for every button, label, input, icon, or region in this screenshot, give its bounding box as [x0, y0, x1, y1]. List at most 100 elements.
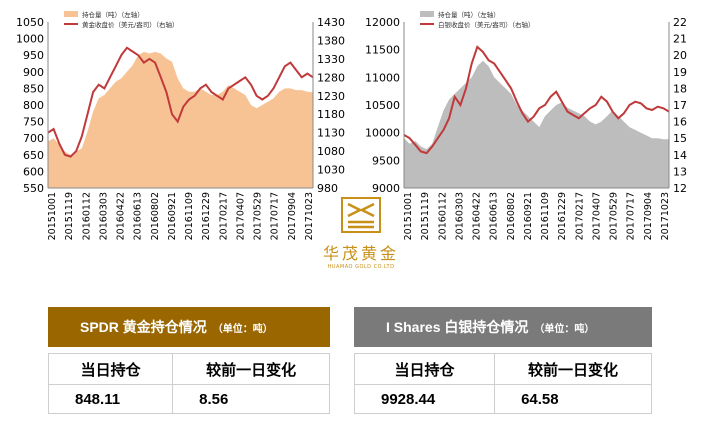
x-tick-label: 20151119: [64, 192, 75, 240]
x-tick-label: 20151119: [420, 192, 431, 240]
x-tick-label: 20161109: [184, 192, 195, 240]
gold-panel-title-text: SPDR 黄金持仓情况: [80, 319, 207, 335]
x-tick-label: 20170407: [236, 192, 247, 240]
x-tick-label: 20160613: [489, 192, 500, 240]
left-tick-label: 12000: [365, 16, 400, 29]
right-tick-label: 1180: [317, 108, 345, 121]
x-tick-label: 20170904: [643, 192, 654, 240]
left-tick-label: 750: [23, 116, 44, 129]
left-tick-label: 850: [23, 82, 44, 95]
legend-swatch-area: [420, 11, 434, 17]
price-line-series: [403, 45, 670, 155]
table-header-row: 当日持仓 较前一日变化: [47, 353, 330, 385]
left-tick-label: 11000: [365, 71, 400, 84]
right-tick-label: 20: [673, 49, 687, 62]
x-tick-label: 20171023: [660, 192, 671, 240]
table-header-row: 当日持仓 较前一日变化: [353, 353, 652, 385]
holdings-area-series: [48, 51, 313, 189]
legend-swatch-area: [64, 11, 78, 17]
x-tick-label: 20160802: [150, 192, 161, 240]
right-tick-label: 1380: [317, 34, 345, 47]
x-tick-label: 20160921: [167, 192, 178, 240]
left-tick-label: 700: [23, 132, 44, 145]
right-tick-label: 17: [673, 99, 687, 112]
right-tick-label: 15: [673, 132, 687, 145]
x-tick-label: 20170904: [287, 192, 298, 240]
left-tick-label: 1050: [16, 16, 44, 29]
left-tick-label: 950: [23, 49, 44, 62]
left-tick-label: 9500: [372, 154, 400, 167]
silver-col-change-header: 较前一日变化: [494, 353, 652, 385]
x-tick-label: 20170717: [626, 192, 637, 240]
x-tick-label: 20161229: [201, 192, 212, 240]
x-tick-label: 20151001: [403, 192, 414, 240]
x-tick-label: 20161109: [540, 192, 551, 240]
huamao-logo: 华茂黄金 HUAMAO GOLD CO.LTD: [308, 196, 414, 290]
left-tick-label: 1000: [16, 33, 44, 46]
left-tick-label: 800: [23, 99, 44, 112]
right-tick-label: 13: [673, 165, 687, 178]
x-tick-label: 20170407: [592, 192, 603, 240]
price-line-series: [47, 46, 314, 158]
right-tick-label: 1080: [317, 145, 345, 158]
x-tick-label: 20160112: [81, 192, 92, 240]
left-tick-label: 600: [23, 165, 44, 178]
gold-col-change-header: 较前一日变化: [172, 353, 330, 385]
gold-holdings-chart: 550 600 650 700 750 800 850 900 950 1000 1050 980 10…: [16, 10, 345, 240]
x-tick-label: 20160112: [437, 192, 448, 240]
holdings-area-series: [404, 60, 669, 189]
right-tick-label: 12: [673, 182, 687, 195]
left-tick-label: 11500: [365, 44, 400, 57]
silver-col-holding-header: 当日持仓: [353, 353, 496, 385]
right-tick-label: 1230: [317, 90, 345, 103]
x-tick-label: 20170529: [609, 192, 620, 240]
right-tick-label: 1330: [317, 53, 345, 66]
right-tick-label: 14: [673, 149, 687, 162]
gold-holding-value: 848.11: [47, 384, 174, 414]
logo-text: 华茂黄金: [322, 244, 399, 263]
x-tick-label: 20160422: [472, 192, 483, 240]
right-tick-label: 1280: [317, 71, 345, 84]
gold-holdings-panel: SPDR 黄金持仓情况 （单位：吨） 当日持仓 较前一日变化 848.11 8.5…: [47, 307, 330, 414]
x-tick-label: 20170217: [218, 192, 229, 240]
x-tick-label: 20160613: [133, 192, 144, 240]
legend-label: 黄金收盘价（美元/盎司）（右轴）: [82, 20, 178, 29]
table-row: 9928.44 64.58: [353, 384, 652, 414]
x-tick-label: 20151001: [47, 192, 58, 240]
right-tick-label: 1130: [317, 127, 345, 140]
right-tick-label: 1430: [317, 16, 345, 29]
x-tick-label: 20160802: [506, 192, 517, 240]
left-tick-label: 10500: [365, 99, 400, 112]
x-tick-label: 20160303: [98, 192, 109, 240]
left-tick-label: 10000: [365, 127, 400, 140]
gold-holdings-table: 当日持仓 较前一日变化 848.11 8.56: [47, 353, 330, 414]
huamao-emblem-icon: [341, 197, 381, 233]
left-tick-label: 650: [23, 149, 44, 162]
silver-panel-title-text: I Shares 白银持仓情况: [386, 319, 529, 335]
right-tick-label: 21: [673, 33, 687, 46]
right-tick-label: 1030: [317, 164, 345, 177]
silver-change-value: 64.58: [494, 384, 652, 414]
legend-label: 白银收盘价（美元/盎司）（右轴）: [438, 20, 534, 29]
silver-holding-value: 9928.44: [353, 384, 496, 414]
silver-holdings-chart: 9000 9500 10000 10500 11000 11500 12000 12 13 14 1…: [365, 10, 687, 240]
right-tick-label: 19: [673, 66, 687, 79]
x-tick-label: 20160303: [454, 192, 465, 240]
gold-panel-title: SPDR 黄金持仓情况 （单位：吨）: [48, 307, 330, 347]
legend-label: 持仓量（吨）（左轴）: [438, 10, 500, 19]
table-row: 848.11 8.56: [47, 384, 330, 414]
x-tick-label: 20170217: [574, 192, 585, 240]
logo-subtext: HUAMAO GOLD CO.LTD: [327, 264, 395, 270]
right-tick-label: 16: [673, 116, 687, 129]
right-tick-label: 980: [317, 182, 338, 195]
x-tick-label: 20160921: [523, 192, 534, 240]
gold-panel-unit: （单位：吨）: [212, 324, 273, 335]
x-tick-label: 20161229: [557, 192, 568, 240]
x-tick-label: 20160422: [116, 192, 127, 240]
x-tick-label: 20170717: [270, 192, 281, 240]
left-tick-label: 9000: [372, 182, 400, 195]
silver-panel-title: I Shares 白银持仓情况 （单位：吨）: [354, 307, 652, 347]
silver-panel-unit: （单位：吨）: [534, 324, 595, 335]
left-tick-label: 550: [23, 182, 44, 195]
x-tick-label: 20171023: [304, 192, 315, 240]
